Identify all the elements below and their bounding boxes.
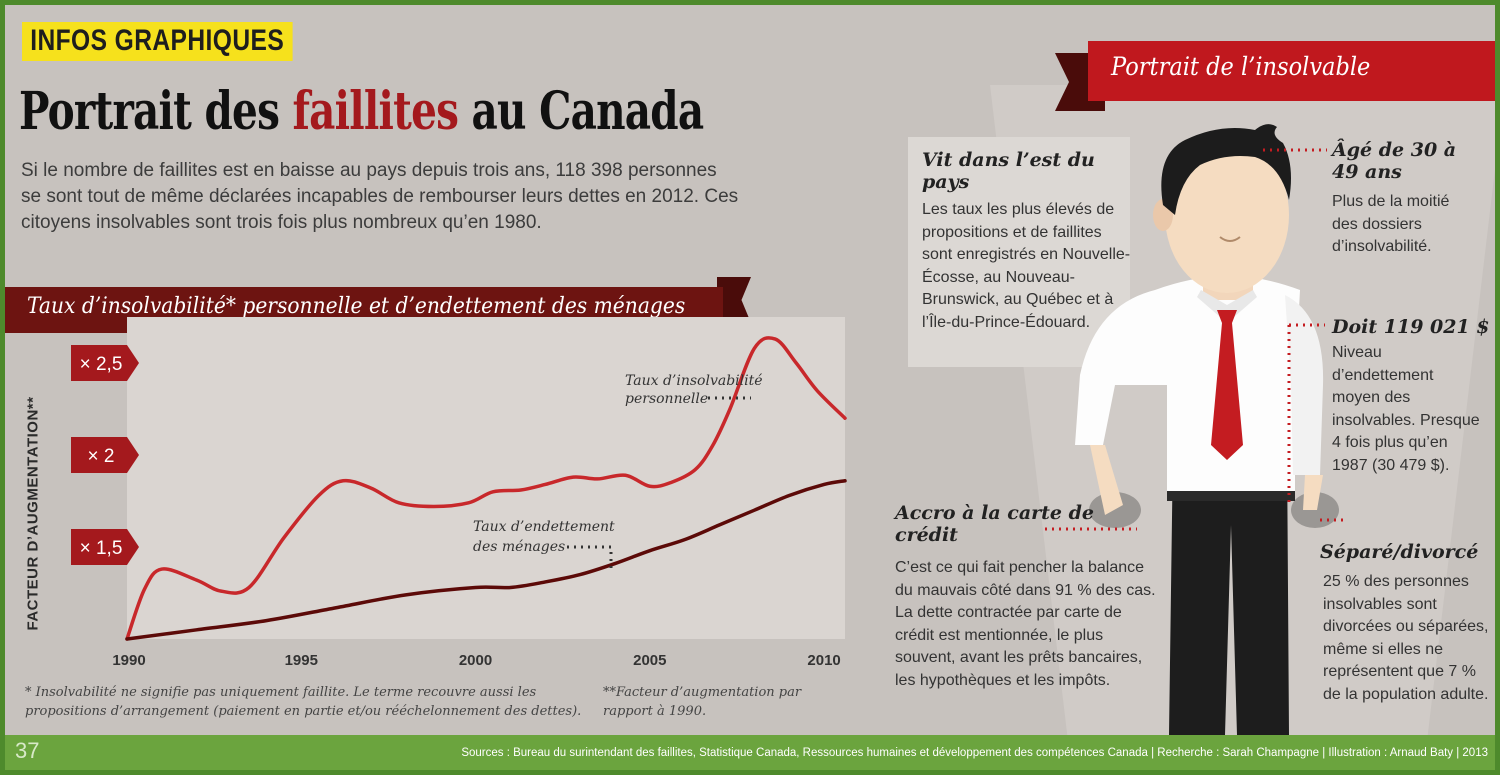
belt-illustration — [1167, 491, 1295, 501]
annotation-debt-line2: des ménages — [473, 539, 565, 555]
x-tick-label: 2010 — [807, 652, 840, 669]
right-hand-illustration — [1303, 475, 1323, 510]
x-tick-label: 2005 — [633, 652, 666, 669]
y-tick-1: × 2 — [71, 437, 139, 473]
y-tick-badge — [71, 529, 139, 565]
x-axis-ticks: 1990 1995 2000 2005 2010 — [112, 652, 840, 669]
y-tick-0: × 1,5 — [71, 529, 139, 565]
debt-text: Niveau d’endettement moyen des insolvabl… — [1332, 344, 1480, 474]
credit-text: C’est ce qui fait pencher la balance du … — [895, 559, 1156, 689]
portrait-ribbon-title: Portrait de l’insolvable — [1111, 52, 1371, 81]
title-part2: au Canada — [458, 81, 705, 142]
hair-illustration — [1161, 124, 1291, 215]
annotation-insolvency: Taux d’insolvabilité personnelle — [625, 373, 763, 407]
footnote-factor: **Facteur d’augmentation par rapport à 1… — [603, 685, 802, 719]
annotation-insolvency-line1: Taux d’insolvabilité — [625, 373, 763, 389]
annotations-group: Taux d’insolvabilité personnelle Taux d’en… — [473, 373, 763, 569]
series-line-1 — [125, 479, 847, 641]
y-tick-badge — [71, 437, 139, 473]
page-title: Portrait des faillites au Canada — [19, 81, 705, 142]
series-line-0 — [125, 336, 847, 641]
line-chart: × 1,5 × 2 × 2,5 1990 1995 2000 2005 2010 Taux … — [71, 317, 847, 669]
annotation-debt-leader — [567, 545, 613, 569]
footer-bar — [5, 735, 1495, 770]
annotation-debt: Taux d’endettement des ménages — [473, 519, 615, 569]
plot-area — [127, 317, 845, 639]
east-info-box — [908, 137, 1130, 367]
separated-title: Séparé/divorcé — [1320, 541, 1479, 563]
connector-debt — [1287, 323, 1325, 505]
series-group — [125, 336, 847, 641]
y-tick-label: × 2 — [88, 446, 115, 467]
smile-illustration — [1219, 236, 1241, 242]
title-part1: Portrait des — [19, 81, 293, 142]
right-arm-illustration — [1285, 295, 1324, 475]
intro-paragraph: Si le nombre de faillites est en baisse … — [21, 160, 739, 233]
y-tick-badge — [71, 345, 139, 381]
y-tick-label: × 2,5 — [80, 354, 123, 375]
collar-illustration — [1197, 290, 1257, 323]
page-number: 37 — [15, 738, 40, 763]
chart-ribbon-title: Taux d’insolvabilité* personnelle et d’e… — [27, 294, 686, 319]
y-axis-ticks: × 1,5 × 2 × 2,5 — [71, 345, 139, 565]
y-axis-label: FACTEUR D’AUGMENTATION** — [24, 396, 42, 631]
east-text: Les taux les plus élevés de propositions… — [922, 201, 1131, 331]
debt-title: Doit 119 021 $ — [1332, 316, 1490, 338]
footnote-insolvency: * Insolvabilité ne signifie pas uniqueme… — [25, 685, 582, 719]
y-tick-2: × 2,5 — [71, 345, 139, 381]
pants-illustration — [1169, 445, 1289, 735]
east-title: Vit dans l’est du pays — [922, 149, 1095, 193]
section-tag: INFOS GRAPHIQUES — [22, 22, 293, 61]
shirt-illustration — [1075, 275, 1300, 495]
x-tick-label: 1990 — [112, 652, 145, 669]
x-tick-label: 2000 — [459, 652, 492, 669]
annotation-debt-line1: Taux d’endettement — [473, 519, 615, 535]
separated-text: 25 % des personnes insolvables sont divo… — [1323, 573, 1489, 703]
portrait-ribbon — [1088, 41, 1495, 101]
x-tick-label: 1995 — [285, 652, 318, 669]
annotation-insolvency-line2: personnelle — [625, 391, 708, 407]
y-tick-label: × 1,5 — [80, 538, 123, 559]
credit-title: Accro à la carte de crédit — [895, 502, 1094, 546]
man-illustration — [1045, 124, 1345, 735]
title-highlight: faillites — [292, 81, 459, 142]
left-hand-illustration — [1090, 445, 1123, 515]
age-text: Plus de la moitié des dossiers d’insolva… — [1332, 193, 1450, 255]
tie-illustration — [1211, 310, 1243, 460]
sources-credits: Sources : Bureau du surintendant des fai… — [461, 747, 1488, 759]
age-title: Âgé de 30 à 49 ans — [1332, 139, 1457, 183]
face-illustration — [1165, 137, 1289, 293]
